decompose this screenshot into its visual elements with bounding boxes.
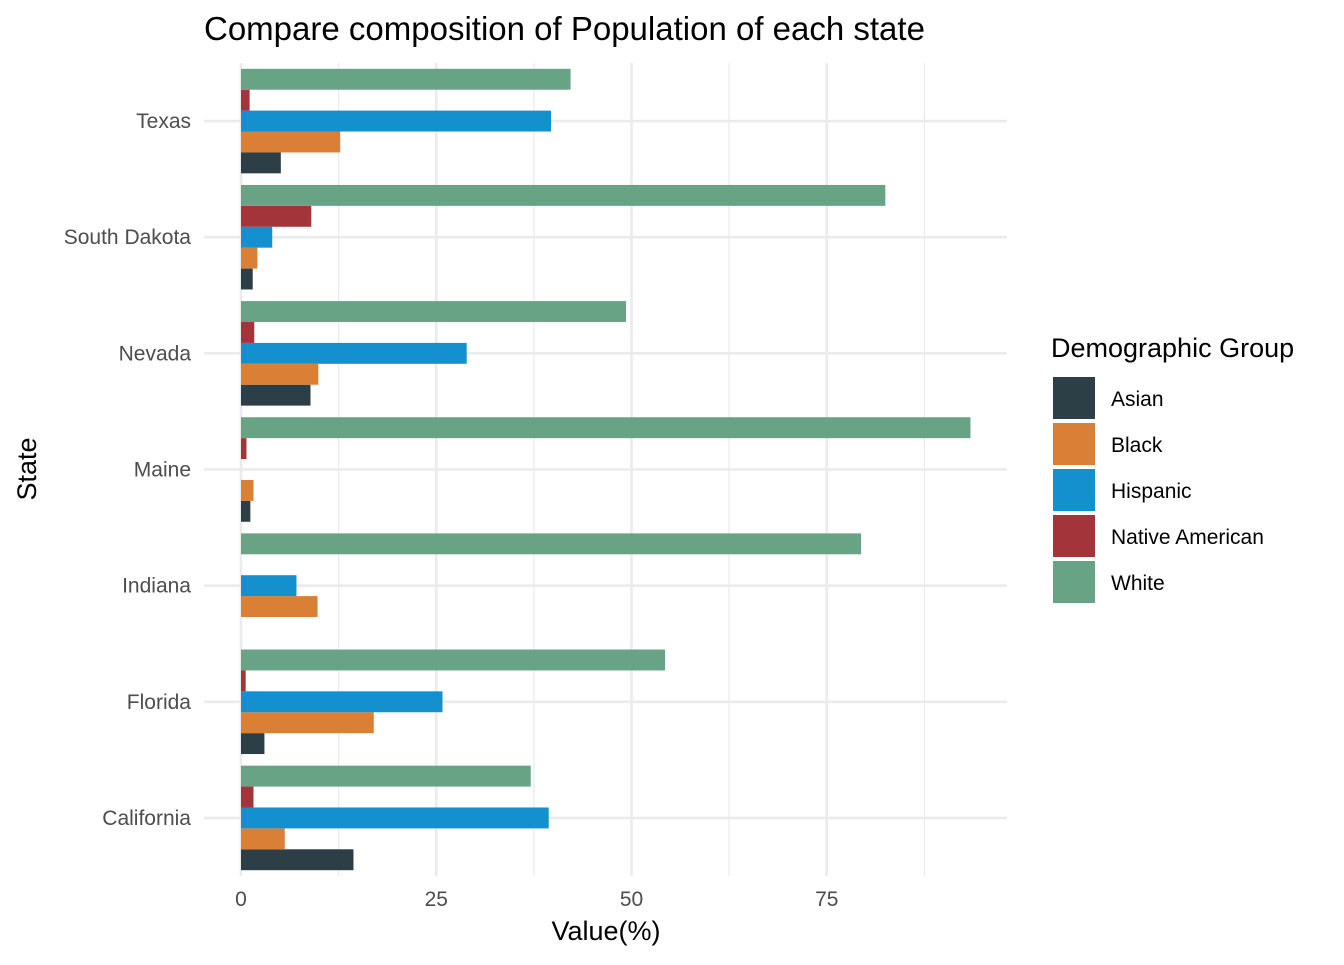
y-tick-label: Indiana: [122, 575, 191, 598]
bar-california-black: [241, 828, 285, 850]
x-axis-title: Value(%): [551, 916, 660, 946]
y-tick-label: Florida: [127, 691, 192, 714]
x-tick-label: 0: [235, 888, 247, 911]
bar-nevada-asian: [241, 384, 311, 406]
bar-florida-white: [241, 649, 666, 671]
bar-nevada-white: [241, 301, 627, 322]
bar-texas-white: [241, 68, 571, 90]
bar-california-native-american: [241, 786, 254, 808]
y-axis-title: State: [12, 437, 42, 500]
bar-california-asian: [241, 849, 354, 871]
bar-florida-asian: [241, 733, 265, 755]
legend: Demographic Group Asian Black Hispanic Nati…: [1051, 333, 1294, 603]
bar-south-dakota-native-american: [241, 205, 312, 227]
bar-nevada-native-american: [241, 321, 255, 343]
legend-label-hispanic: Hispanic: [1111, 480, 1192, 503]
bars: [241, 68, 971, 871]
x-axis: 0 25 50 75: [235, 888, 838, 911]
bar-california-white: [241, 765, 531, 787]
bar-south-dakota-white: [241, 184, 886, 206]
bar-texas-native-american: [241, 89, 250, 111]
bar-florida-hispanic: [241, 691, 443, 713]
x-tick-label: 25: [425, 888, 448, 911]
legend-label-native-american: Native American: [1111, 526, 1264, 549]
bar-maine-white: [241, 417, 971, 439]
bar-florida-native-american: [241, 670, 246, 692]
x-tick-label: 75: [815, 888, 838, 911]
bar-indiana-black: [241, 596, 318, 618]
bar-nevada-hispanic: [241, 342, 467, 364]
legend-label-asian: Asian: [1111, 388, 1164, 411]
bar-indiana-white: [241, 533, 862, 555]
legend-key-black: [1053, 423, 1095, 465]
y-tick-label: South Dakota: [64, 226, 192, 249]
legend-label-white: White: [1111, 572, 1165, 595]
y-axis: California Florida Indiana Maine Nevada South…: [64, 110, 192, 830]
bar-south-dakota-hispanic: [241, 226, 273, 248]
bar-texas-hispanic: [241, 110, 552, 132]
chart-title: Compare composition of Population of eac…: [204, 10, 925, 47]
legend-key-asian: [1053, 377, 1095, 419]
bar-maine-native-american: [241, 438, 247, 460]
legend-label-black: Black: [1111, 434, 1163, 457]
bar-texas-black: [241, 131, 341, 153]
bar-maine-asian: [241, 500, 251, 522]
y-tick-label: Nevada: [119, 342, 192, 365]
y-tick-label: Texas: [136, 110, 191, 133]
bar-indiana-hispanic: [241, 575, 297, 597]
y-tick-label: California: [102, 807, 191, 830]
x-tick-label: 50: [620, 888, 643, 911]
y-tick-label: Maine: [134, 459, 191, 482]
bar-maine-black: [241, 479, 254, 501]
legend-title: Demographic Group: [1051, 333, 1294, 363]
bar-nevada-black: [241, 363, 319, 385]
bar-florida-black: [241, 712, 374, 734]
bar-south-dakota-asian: [241, 268, 253, 290]
legend-key-hispanic: [1053, 469, 1095, 511]
bar-south-dakota-black: [241, 247, 258, 269]
bar-texas-asian: [241, 152, 281, 174]
legend-key-white: [1053, 561, 1095, 603]
bar-california-hispanic: [241, 807, 549, 829]
legend-key-native-american: [1053, 515, 1095, 557]
